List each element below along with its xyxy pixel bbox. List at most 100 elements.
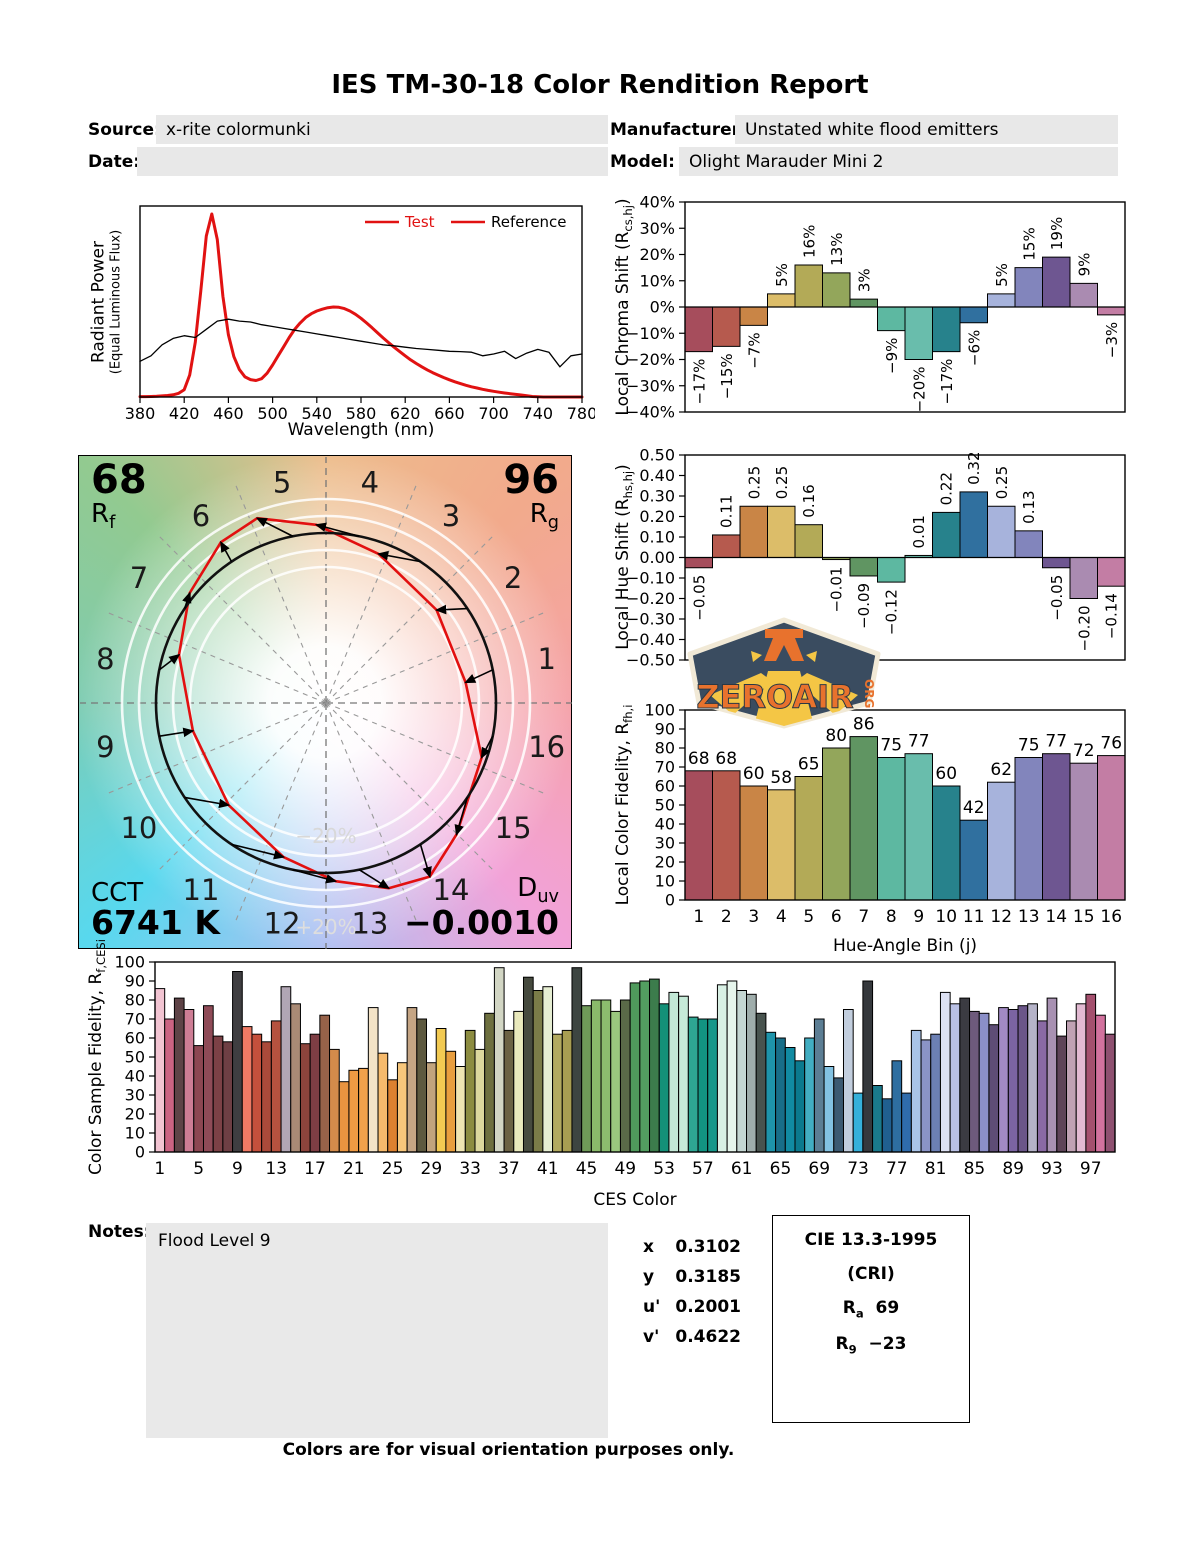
svg-text:80: 80 [825, 726, 847, 746]
svg-text:Reference: Reference [491, 213, 567, 231]
series-reference [139, 318, 583, 368]
source-label: Source: [88, 120, 161, 140]
svg-text:85: 85 [964, 1159, 986, 1179]
bar [959, 997, 971, 1153]
svg-text:420: 420 [169, 404, 200, 423]
bar [959, 819, 988, 901]
local-fidelity-chart: Local Color Fidelity, Rfh,i 100 90 80 70 60 5… [610, 698, 1200, 968]
bar [270, 1020, 282, 1153]
svg-text:0.25: 0.25 [745, 466, 763, 499]
rg-score: 96 Rg [503, 457, 559, 533]
svg-text:1: 1 [154, 1159, 165, 1179]
svg-text:−0.20: −0.20 [626, 589, 675, 608]
bar [901, 1092, 912, 1153]
page-title: IES TM-30-18 Color Rendition Report [331, 70, 869, 100]
svg-text:65: 65 [770, 1159, 792, 1179]
svg-text:460: 460 [213, 404, 244, 423]
bar [290, 1003, 301, 1153]
bar [639, 980, 651, 1153]
bar [348, 1069, 360, 1153]
cri-box: CIE 13.3-1995 (CRI) Ra 69 R9 −23 [772, 1215, 970, 1423]
svg-text:−0.20: −0.20 [1075, 606, 1093, 652]
bar [387, 1079, 398, 1153]
svg-text:6: 6 [831, 907, 842, 927]
manufacturer-value: Unstated white flood emitters [745, 119, 999, 140]
bar [1056, 1035, 1068, 1153]
svg-text:13: 13 [351, 907, 388, 941]
bar [684, 557, 713, 569]
svg-text:740: 740 [523, 404, 554, 423]
bar [299, 1043, 311, 1153]
cri-title: CIE 13.3-1995 [804, 1230, 938, 1250]
svg-text:0.20: 0.20 [639, 507, 675, 526]
bar [1097, 557, 1126, 587]
bar [978, 1012, 990, 1153]
chromaticity-x: x 0.3102 [643, 1237, 741, 1257]
bar [930, 1033, 941, 1153]
svg-text:580: 580 [346, 404, 377, 423]
bar [367, 1007, 379, 1153]
bar [794, 1060, 806, 1153]
bar [822, 272, 851, 308]
zeroair-logo: ZEROAIR ORG [681, 615, 887, 731]
svg-text:70: 70 [125, 1010, 145, 1029]
bar [910, 1029, 922, 1153]
bar [484, 1012, 495, 1153]
bar [600, 999, 612, 1153]
svg-text:5%: 5% [773, 263, 791, 287]
bar [338, 1081, 350, 1153]
svg-text:13: 13 [1018, 907, 1040, 927]
svg-text:40: 40 [655, 815, 675, 834]
svg-text:−3%: −3% [1103, 322, 1121, 358]
svg-text:53: 53 [653, 1159, 675, 1179]
svg-text:6: 6 [192, 499, 210, 533]
svg-text:−40%: −40% [626, 403, 675, 422]
svg-text:−9%: −9% [883, 338, 901, 374]
bar [1104, 1033, 1116, 1153]
cri-subtitle: (CRI) [847, 1264, 895, 1284]
svg-text:0.10: 0.10 [639, 528, 675, 547]
model-value: Olight Marauder Mini 2 [689, 151, 884, 172]
bar [678, 995, 689, 1153]
svg-text:0: 0 [665, 891, 675, 910]
svg-text:10: 10 [655, 872, 675, 891]
source-value: x-rite colormunki [166, 119, 311, 140]
svg-text:76: 76 [1100, 734, 1122, 754]
svg-text:−17%: −17% [938, 359, 956, 405]
bar [629, 982, 641, 1153]
bar [794, 524, 823, 558]
svg-text:90: 90 [655, 720, 675, 739]
svg-text:3%: 3% [855, 268, 873, 292]
bar [959, 306, 988, 324]
svg-text:−30%: −30% [626, 376, 675, 395]
bar [464, 1029, 476, 1153]
bar [775, 1037, 786, 1153]
svg-text:ORG: ORG [862, 679, 876, 708]
svg-text:69: 69 [808, 1159, 830, 1179]
svg-text:77: 77 [1045, 732, 1067, 752]
svg-text:21: 21 [343, 1159, 365, 1179]
bar [877, 557, 906, 583]
bar [712, 770, 741, 901]
bar [435, 1028, 447, 1153]
bar [513, 1010, 524, 1153]
bar [1097, 306, 1126, 316]
bar [474, 1048, 486, 1153]
svg-text:540: 540 [302, 404, 333, 423]
svg-text:−0.05: −0.05 [690, 575, 708, 621]
bar [746, 993, 757, 1153]
svg-text:33: 33 [459, 1159, 481, 1179]
svg-text:9%: 9% [1075, 253, 1093, 277]
bar [739, 505, 768, 558]
svg-text:30: 30 [655, 834, 675, 853]
bar [590, 999, 602, 1153]
bar [881, 1098, 893, 1153]
bar [668, 991, 680, 1153]
svg-text:−0.10: −0.10 [626, 569, 675, 588]
bar [1042, 256, 1071, 308]
svg-text:0: 0 [135, 1143, 145, 1162]
svg-text:0%: 0% [650, 298, 675, 317]
svg-text:20: 20 [655, 853, 675, 872]
bar [406, 1007, 418, 1153]
